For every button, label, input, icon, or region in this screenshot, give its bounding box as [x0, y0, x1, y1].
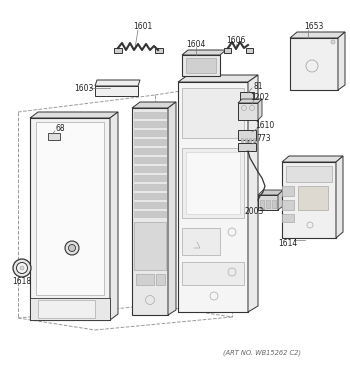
Polygon shape	[258, 99, 262, 120]
Text: 773: 773	[257, 134, 271, 142]
Polygon shape	[282, 162, 336, 238]
Text: 1606: 1606	[226, 35, 246, 45]
Text: 1610: 1610	[256, 121, 275, 129]
Bar	[224, 48, 231, 53]
Polygon shape	[238, 103, 258, 120]
Polygon shape	[30, 118, 110, 320]
Polygon shape	[258, 190, 283, 195]
Polygon shape	[282, 156, 343, 162]
Polygon shape	[134, 184, 166, 190]
Polygon shape	[282, 214, 294, 222]
Polygon shape	[134, 202, 166, 208]
Polygon shape	[186, 152, 240, 214]
Polygon shape	[182, 148, 244, 218]
Polygon shape	[278, 190, 283, 210]
Polygon shape	[286, 166, 332, 182]
Polygon shape	[168, 102, 176, 315]
Polygon shape	[282, 200, 294, 210]
Text: 2003: 2003	[244, 206, 264, 215]
Polygon shape	[134, 139, 166, 145]
Circle shape	[13, 259, 31, 277]
Polygon shape	[134, 130, 166, 136]
Bar	[238, 130, 256, 140]
Bar	[238, 143, 256, 151]
Text: 1603: 1603	[74, 83, 94, 93]
Bar	[114, 48, 122, 53]
Polygon shape	[182, 88, 244, 138]
Circle shape	[16, 263, 28, 273]
Polygon shape	[182, 228, 220, 255]
Bar	[272, 200, 276, 208]
Polygon shape	[134, 193, 166, 199]
Text: (ART NO. WB15262 C2): (ART NO. WB15262 C2)	[223, 350, 301, 356]
Text: 81: 81	[253, 81, 263, 90]
Polygon shape	[30, 298, 110, 320]
Bar	[240, 92, 254, 100]
Polygon shape	[182, 55, 220, 76]
Polygon shape	[290, 38, 338, 90]
Bar	[246, 48, 253, 53]
Polygon shape	[134, 222, 166, 270]
Text: 1653: 1653	[304, 22, 324, 31]
Bar	[266, 200, 270, 208]
Polygon shape	[178, 75, 258, 82]
Polygon shape	[336, 156, 343, 238]
Text: 1604: 1604	[186, 39, 206, 48]
Polygon shape	[134, 148, 166, 154]
Polygon shape	[30, 112, 118, 118]
Circle shape	[69, 244, 76, 251]
Polygon shape	[258, 195, 278, 210]
Polygon shape	[134, 175, 166, 181]
Bar	[155, 48, 163, 53]
Polygon shape	[134, 166, 166, 172]
Polygon shape	[134, 121, 166, 127]
Text: 1202: 1202	[251, 93, 270, 102]
Polygon shape	[110, 112, 118, 320]
Polygon shape	[132, 108, 168, 315]
Bar	[260, 200, 264, 208]
Text: 68: 68	[55, 124, 65, 132]
Polygon shape	[156, 274, 165, 285]
Bar	[48, 133, 60, 140]
Polygon shape	[136, 274, 154, 285]
Bar	[245, 138, 247, 142]
Text: 1601: 1601	[133, 22, 153, 31]
Circle shape	[65, 241, 79, 255]
Polygon shape	[95, 86, 138, 96]
Polygon shape	[95, 80, 140, 86]
Circle shape	[331, 40, 335, 44]
Polygon shape	[282, 186, 294, 196]
Text: 1614: 1614	[278, 240, 298, 248]
Polygon shape	[186, 58, 216, 73]
Polygon shape	[338, 32, 345, 90]
Circle shape	[20, 266, 24, 270]
Polygon shape	[132, 102, 176, 108]
Bar	[249, 138, 251, 142]
Bar	[241, 138, 243, 142]
Bar	[253, 138, 255, 142]
Polygon shape	[238, 99, 262, 103]
Polygon shape	[182, 262, 244, 285]
Polygon shape	[290, 32, 345, 38]
Polygon shape	[248, 75, 258, 312]
Polygon shape	[38, 300, 95, 318]
Polygon shape	[134, 211, 166, 217]
Polygon shape	[134, 112, 166, 118]
Polygon shape	[36, 122, 104, 295]
Polygon shape	[178, 82, 248, 312]
Polygon shape	[182, 50, 226, 55]
Text: 1618: 1618	[13, 276, 32, 285]
Polygon shape	[298, 186, 328, 210]
Polygon shape	[134, 157, 166, 163]
